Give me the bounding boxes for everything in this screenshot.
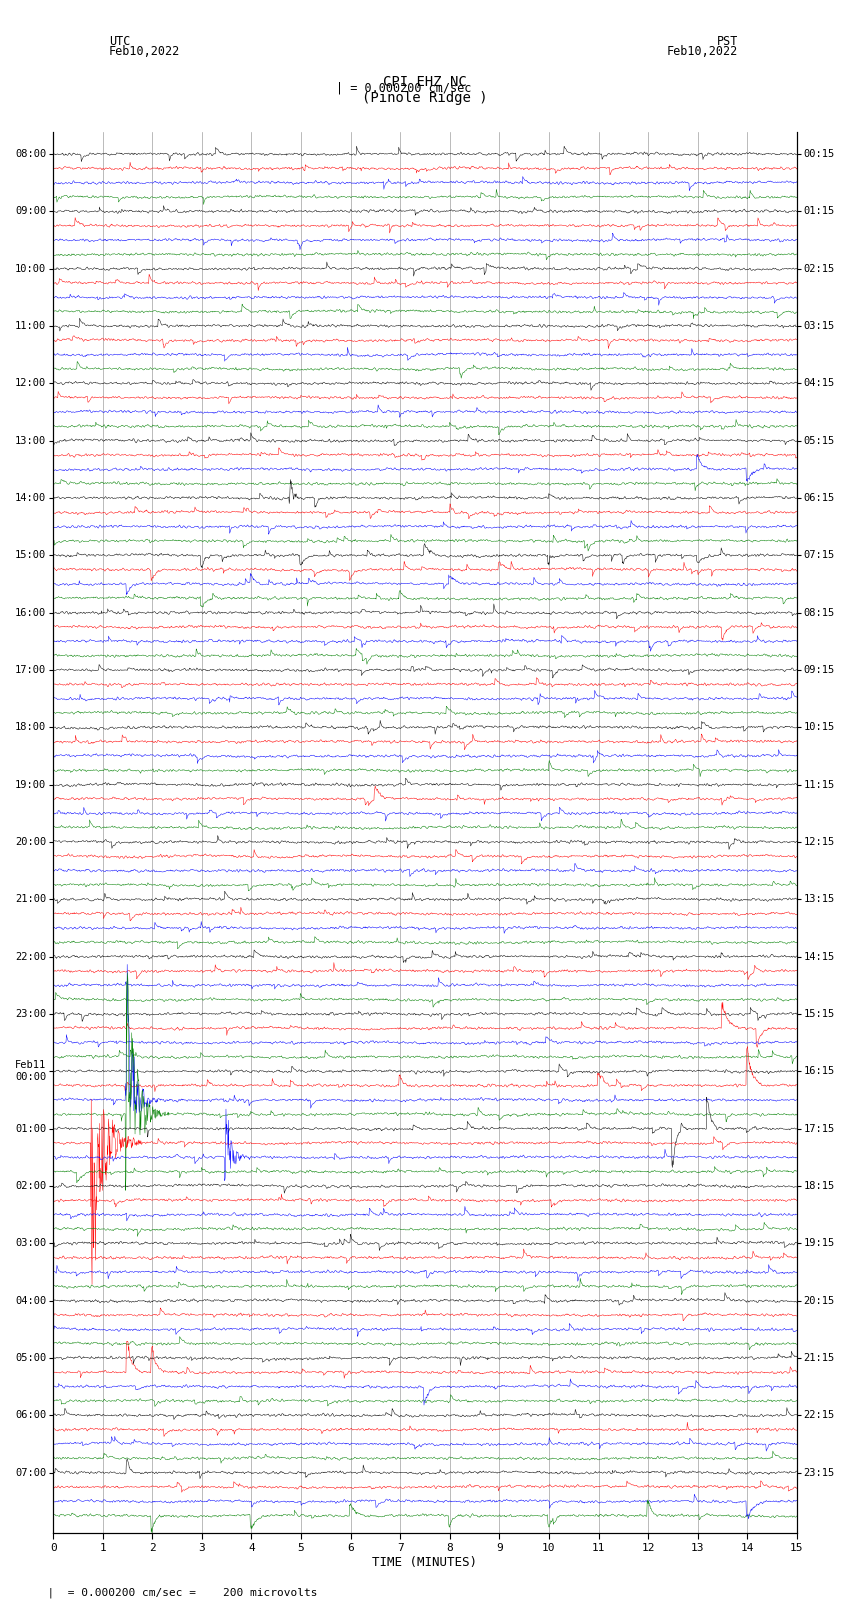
- Text: UTC: UTC: [109, 35, 130, 48]
- Text: Feb10,2022: Feb10,2022: [666, 45, 738, 58]
- Text: |  = 0.000200 cm/sec =    200 microvolts: | = 0.000200 cm/sec = 200 microvolts: [34, 1587, 318, 1598]
- Text: PST: PST: [717, 35, 738, 48]
- Title: CPI EHZ NC
(Pinole Ridge ): CPI EHZ NC (Pinole Ridge ): [362, 74, 488, 105]
- Text: Feb10,2022: Feb10,2022: [109, 45, 180, 58]
- X-axis label: TIME (MINUTES): TIME (MINUTES): [372, 1557, 478, 1569]
- Text: | = 0.000200 cm/sec: | = 0.000200 cm/sec: [336, 82, 471, 95]
